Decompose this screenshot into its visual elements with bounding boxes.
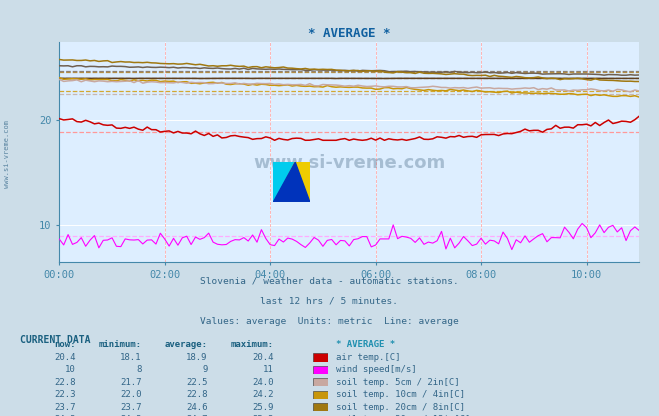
Text: 22.8: 22.8	[186, 390, 208, 399]
Text: Slovenia / weather data - automatic stations.: Slovenia / weather data - automatic stat…	[200, 277, 459, 286]
Text: 18.1: 18.1	[120, 353, 142, 362]
Text: 11: 11	[263, 365, 273, 374]
Polygon shape	[273, 162, 293, 202]
Text: 24.7: 24.7	[186, 415, 208, 416]
Text: maximum:: maximum:	[231, 340, 273, 349]
Text: 22.8: 22.8	[54, 378, 76, 387]
Text: www.si-vreme.com: www.si-vreme.com	[3, 120, 10, 188]
Text: 25.2: 25.2	[252, 415, 273, 416]
Text: www.si-vreme.com: www.si-vreme.com	[253, 154, 445, 172]
Text: wind speed[m/s]: wind speed[m/s]	[336, 365, 416, 374]
Text: 10: 10	[65, 365, 76, 374]
Text: 20.4: 20.4	[252, 353, 273, 362]
Text: last 12 hrs / 5 minutes.: last 12 hrs / 5 minutes.	[260, 297, 399, 306]
Text: soil temp. 5cm / 2in[C]: soil temp. 5cm / 2in[C]	[336, 378, 460, 387]
Text: 22.5: 22.5	[186, 378, 208, 387]
Text: 22.3: 22.3	[54, 390, 76, 399]
Text: average:: average:	[165, 340, 208, 349]
Text: Values: average  Units: metric  Line: average: Values: average Units: metric Line: aver…	[200, 317, 459, 326]
Text: 24.0: 24.0	[252, 378, 273, 387]
Text: 24.2: 24.2	[252, 390, 273, 399]
Text: 22.0: 22.0	[120, 390, 142, 399]
Text: 24.3: 24.3	[54, 415, 76, 416]
Text: 23.7: 23.7	[120, 403, 142, 412]
Text: minimum:: minimum:	[99, 340, 142, 349]
Text: CURRENT DATA: CURRENT DATA	[20, 335, 90, 345]
Text: 20.4: 20.4	[54, 353, 76, 362]
Text: now:: now:	[54, 340, 76, 349]
Text: 8: 8	[136, 365, 142, 374]
Text: 24.6: 24.6	[186, 403, 208, 412]
Title: * AVERAGE *: * AVERAGE *	[308, 27, 391, 40]
Text: soil temp. 10cm / 4in[C]: soil temp. 10cm / 4in[C]	[336, 390, 465, 399]
Text: 25.9: 25.9	[252, 403, 273, 412]
Text: * AVERAGE *: * AVERAGE *	[336, 340, 395, 349]
Text: 23.7: 23.7	[54, 403, 76, 412]
Text: soil temp. 20cm / 8in[C]: soil temp. 20cm / 8in[C]	[336, 403, 465, 412]
Text: soil temp. 30cm / 12in[C]: soil temp. 30cm / 12in[C]	[336, 415, 471, 416]
Text: 9: 9	[202, 365, 208, 374]
Text: air temp.[C]: air temp.[C]	[336, 353, 401, 362]
Text: 21.7: 21.7	[120, 378, 142, 387]
Text: 24.3: 24.3	[120, 415, 142, 416]
Polygon shape	[273, 162, 310, 202]
Text: 18.9: 18.9	[186, 353, 208, 362]
